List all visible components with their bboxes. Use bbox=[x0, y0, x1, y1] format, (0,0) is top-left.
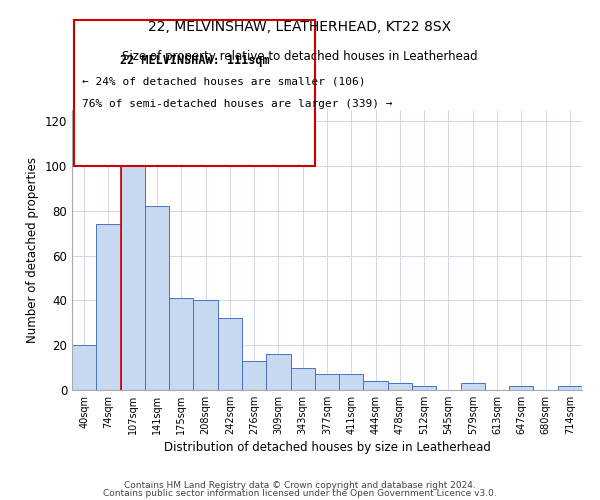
Bar bbox=[461, 384, 485, 390]
X-axis label: Distribution of detached houses by size in Leatherhead: Distribution of detached houses by size … bbox=[164, 441, 490, 454]
Text: Contains public sector information licensed under the Open Government Licence v3: Contains public sector information licen… bbox=[103, 488, 497, 498]
Bar bbox=[72, 345, 96, 390]
Text: Size of property relative to detached houses in Leatherhead: Size of property relative to detached ho… bbox=[122, 50, 478, 63]
Text: 22, MELVINSHAW, LEATHERHEAD, KT22 8SX: 22, MELVINSHAW, LEATHERHEAD, KT22 8SX bbox=[148, 20, 452, 34]
Text: Contains HM Land Registry data © Crown copyright and database right 2024.: Contains HM Land Registry data © Crown c… bbox=[124, 481, 476, 490]
Bar bbox=[193, 300, 218, 390]
Bar bbox=[290, 368, 315, 390]
Text: 76% of semi-detached houses are larger (339) →: 76% of semi-detached houses are larger (… bbox=[82, 99, 392, 109]
Bar bbox=[218, 318, 242, 390]
Bar bbox=[74, 20, 315, 166]
Bar bbox=[121, 164, 145, 390]
Text: ← 24% of detached houses are smaller (106): ← 24% of detached houses are smaller (10… bbox=[82, 76, 365, 86]
Bar bbox=[315, 374, 339, 390]
Bar bbox=[339, 374, 364, 390]
Bar bbox=[364, 381, 388, 390]
Bar bbox=[388, 384, 412, 390]
Bar bbox=[266, 354, 290, 390]
Y-axis label: Number of detached properties: Number of detached properties bbox=[26, 157, 39, 343]
Bar bbox=[242, 361, 266, 390]
Bar bbox=[558, 386, 582, 390]
Bar bbox=[169, 298, 193, 390]
Bar bbox=[509, 386, 533, 390]
Bar bbox=[412, 386, 436, 390]
Bar bbox=[145, 206, 169, 390]
Text: 22 MELVINSHAW: 111sqm: 22 MELVINSHAW: 111sqm bbox=[120, 54, 269, 67]
Bar bbox=[96, 224, 121, 390]
